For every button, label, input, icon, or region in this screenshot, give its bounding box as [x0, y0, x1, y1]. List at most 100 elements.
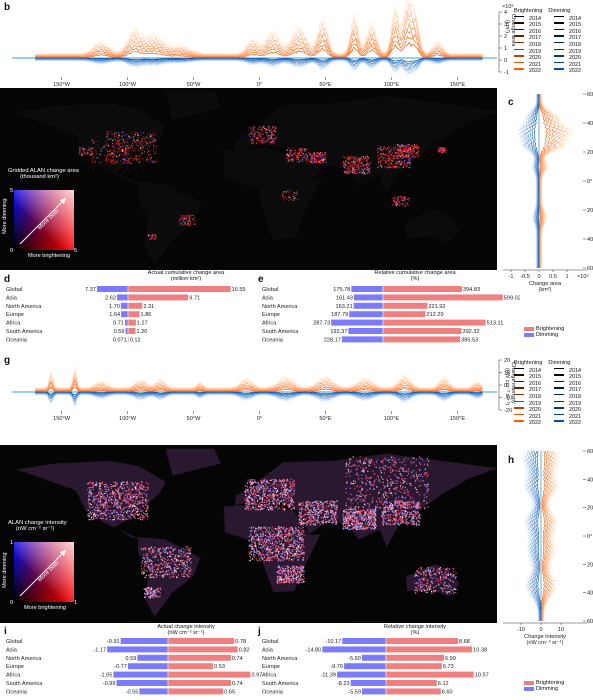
light-pixel — [112, 510, 114, 512]
light-pixel — [275, 137, 277, 139]
light-pixel — [251, 536, 253, 538]
lat-ridge-dim-2015 — [531, 94, 539, 268]
light-pixel — [284, 534, 287, 536]
light-pixel — [288, 156, 290, 158]
light-pixel — [369, 171, 371, 173]
light-pixel — [171, 547, 173, 549]
light-pixel — [288, 557, 290, 560]
light-pixel — [397, 152, 399, 154]
light-pixel — [184, 570, 186, 572]
light-pixel — [313, 152, 315, 154]
light-pixel — [165, 571, 167, 573]
light-pixel — [321, 517, 323, 519]
light-pixel — [268, 503, 270, 505]
light-pixel — [252, 504, 254, 506]
light-pixel — [349, 157, 351, 159]
light-pixel — [264, 534, 266, 536]
light-pixel — [135, 498, 137, 500]
light-pixel — [116, 482, 118, 484]
light-pixel — [136, 507, 138, 509]
light-pixel — [399, 203, 401, 205]
light-pixel — [405, 148, 407, 150]
light-pixel — [161, 561, 163, 563]
light-pixel — [268, 482, 270, 484]
light-pixel — [92, 511, 94, 513]
light-pixel — [319, 152, 321, 154]
light-pixel — [135, 134, 136, 135]
light-pixel — [174, 569, 176, 571]
legend-swatch-dim — [554, 68, 564, 70]
legend-year-bright: 2019 — [529, 400, 541, 407]
light-pixel — [135, 132, 137, 134]
light-pixel — [278, 558, 280, 560]
light-pixel — [401, 143, 403, 145]
light-pixel — [407, 203, 409, 204]
light-pixel — [79, 153, 81, 155]
light-pixel — [442, 152, 444, 153]
legend-year-bright: 2018 — [529, 41, 541, 48]
light-pixel — [89, 153, 91, 155]
light-pixel — [89, 490, 91, 492]
light-pixel — [262, 546, 264, 548]
light-pixel — [160, 563, 162, 565]
light-pixel — [180, 216, 182, 218]
light-pixel — [95, 162, 96, 163]
light-pixel — [388, 164, 389, 166]
light-pixel — [122, 518, 124, 520]
light-pixel — [329, 502, 332, 504]
light-pixel — [290, 508, 292, 510]
light-pixel — [187, 565, 189, 567]
light-pixel — [399, 152, 401, 154]
light-pixel — [123, 154, 125, 156]
light-pixel — [355, 166, 357, 168]
light-pixel — [137, 144, 139, 146]
light-pixel — [177, 559, 179, 561]
light-pixel — [131, 483, 133, 485]
light-pixel — [147, 561, 149, 563]
light-pixel — [297, 545, 300, 547]
light-pixel — [122, 148, 124, 150]
light-pixel — [395, 200, 397, 202]
light-pixel — [265, 481, 267, 483]
light-pixel — [184, 555, 186, 557]
light-pixel — [107, 153, 109, 155]
light-pixel — [153, 160, 154, 162]
light-pixel — [248, 501, 250, 503]
light-pixel — [260, 505, 262, 507]
light-pixel — [88, 516, 90, 518]
light-pixel — [343, 157, 345, 158]
light-pixel — [114, 147, 116, 149]
light-pixel — [177, 574, 179, 576]
legend-year-row: 2016 2016 — [514, 28, 581, 36]
light-pixel — [152, 549, 154, 551]
light-pixel — [167, 563, 169, 565]
light-pixel — [253, 538, 255, 540]
light-pixel — [108, 159, 110, 161]
light-pixel — [124, 494, 127, 496]
light-pixel — [315, 158, 317, 160]
light-pixel — [401, 203, 403, 205]
light-pixel — [102, 512, 104, 515]
light-pixel — [279, 479, 281, 481]
light-pixel — [253, 555, 255, 557]
light-pixel — [284, 195, 286, 197]
light-pixel — [252, 558, 254, 560]
light-pixel — [347, 169, 348, 171]
light-pixel — [184, 223, 185, 225]
light-pixel — [147, 161, 149, 163]
light-pixel — [400, 198, 402, 199]
light-pixel — [289, 503, 292, 505]
panel-label-c: c — [508, 97, 514, 108]
light-pixel — [400, 153, 402, 155]
light-pixel — [317, 502, 319, 505]
light-pixel — [88, 482, 90, 485]
light-pixel — [270, 131, 272, 133]
light-pixel — [251, 482, 253, 485]
light-pixel — [270, 535, 272, 537]
light-pixel — [402, 144, 404, 146]
light-pixel — [276, 500, 278, 503]
light-pixel — [286, 533, 288, 535]
light-pixel — [264, 527, 266, 529]
light-pixel — [131, 500, 133, 502]
light-pixel — [115, 496, 117, 498]
